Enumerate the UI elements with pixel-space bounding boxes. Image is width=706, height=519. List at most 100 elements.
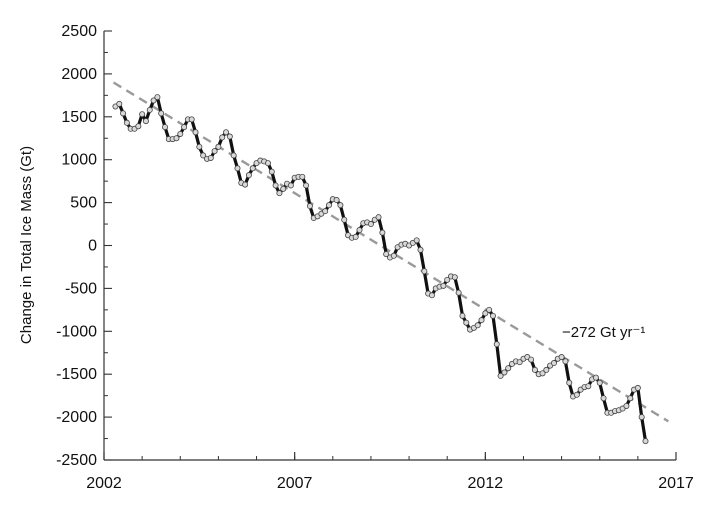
data-point [390, 252, 397, 259]
y-tick-label: 1000 [61, 152, 97, 169]
trend-annotation: −272 Gt yr⁻¹ [562, 324, 645, 341]
data-point [428, 292, 435, 299]
y-tick-label: -500 [65, 280, 97, 297]
y-tick-label: 500 [70, 195, 97, 212]
data-point [154, 94, 161, 101]
data-point [352, 233, 359, 240]
data-point [280, 185, 287, 192]
data-point [413, 237, 420, 244]
trend-layer [112, 81, 669, 423]
data-point [264, 160, 271, 167]
data-point [333, 197, 340, 204]
data-point [139, 111, 146, 118]
data-point [558, 354, 565, 361]
data-point [276, 190, 283, 197]
data-point [383, 251, 390, 258]
data-point [120, 110, 127, 117]
data-point [478, 317, 485, 324]
data-point [303, 182, 310, 189]
data-point [268, 168, 275, 175]
x-tick-label: 2017 [658, 475, 694, 492]
data-point [162, 124, 169, 131]
data-point [642, 438, 649, 445]
data-point [219, 134, 226, 141]
data-point [463, 319, 470, 326]
data-point [181, 124, 188, 131]
data-point [501, 369, 508, 376]
data-point [531, 366, 538, 373]
data-point [474, 322, 481, 329]
data-point [226, 133, 233, 140]
series-layer [112, 94, 649, 445]
data-point [207, 154, 214, 161]
data-point [543, 366, 550, 373]
x-tick-label: 2002 [86, 475, 122, 492]
label-layer: 2500 2000 1500 1000 500 0 -500 -1000 -1500 -2000 -… [56, 23, 694, 492]
data-point [242, 181, 249, 188]
data-point [455, 289, 462, 296]
axes [103, 30, 677, 461]
data-point [337, 202, 344, 209]
data-point [177, 130, 184, 137]
data-point [341, 216, 348, 223]
data-point [375, 214, 382, 221]
data-point [459, 312, 466, 319]
data-point [223, 129, 230, 136]
data-point [627, 395, 634, 402]
y-axis-title: Change in Total Ice Mass (Gt) [18, 146, 35, 344]
data-point [211, 148, 218, 155]
data-point [592, 374, 599, 381]
series-line [114, 95, 648, 442]
data-point [573, 391, 580, 398]
y-tick-label: 2000 [61, 66, 97, 83]
data-point [600, 395, 607, 402]
data-point [497, 372, 504, 379]
y-tick-label: -1000 [56, 323, 97, 340]
data-point [489, 312, 496, 319]
data-point [528, 356, 535, 363]
y-tick-label: 2500 [61, 23, 97, 40]
data-point [379, 229, 386, 236]
data-point [135, 123, 142, 130]
data-point [249, 165, 256, 172]
data-point [562, 358, 569, 365]
y-tick-label: 1500 [61, 109, 97, 126]
data-point [638, 414, 645, 421]
data-point [566, 379, 573, 386]
data-point [188, 116, 195, 123]
data-point [539, 370, 546, 377]
data-point [505, 365, 512, 372]
y-tick-label: -2500 [56, 452, 97, 469]
data-point [325, 202, 332, 209]
data-point [234, 165, 241, 172]
data-point [444, 276, 451, 283]
data-point [493, 341, 500, 348]
x-tick-label: 2012 [468, 475, 504, 492]
data-point [482, 310, 489, 317]
data-point [150, 97, 157, 104]
data-point [356, 227, 363, 234]
data-point [173, 135, 180, 142]
data-point [192, 129, 199, 136]
data-point [146, 106, 153, 113]
data-point [596, 379, 603, 386]
data-point [486, 306, 493, 313]
x-tick-label: 2007 [277, 475, 313, 492]
data-point [367, 221, 374, 228]
data-point [215, 143, 222, 150]
data-point [196, 143, 203, 150]
data-point [634, 384, 641, 391]
data-point [585, 383, 592, 390]
data-point [123, 119, 130, 126]
data-point [623, 402, 630, 409]
data-point [550, 360, 557, 367]
data-point [306, 203, 313, 210]
data-point [440, 282, 447, 289]
y-tick-label: -1500 [56, 366, 97, 383]
data-point [322, 208, 329, 215]
data-point [158, 110, 165, 117]
data-point [516, 359, 523, 366]
y-tick-label: -2000 [56, 409, 97, 426]
